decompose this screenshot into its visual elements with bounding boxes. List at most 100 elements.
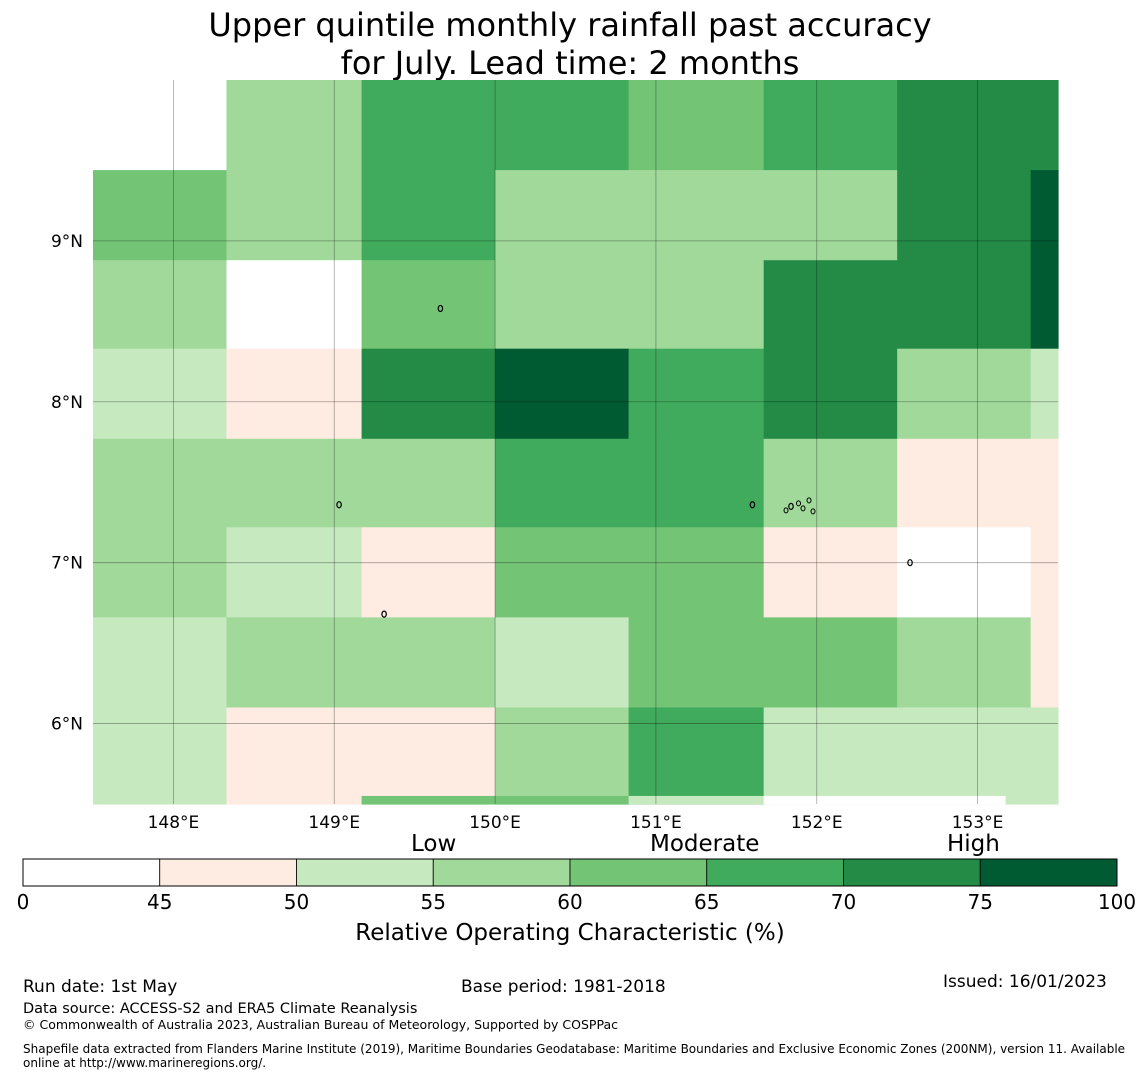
run-date: Run date: 1st May (23, 977, 178, 997)
base-period: Base period: 1981-2018 (461, 977, 666, 997)
colorbar-segment-0 (22, 858, 161, 887)
grid-cell-18 (1030, 260, 1059, 350)
lon-tick-label: 149°E (308, 813, 360, 833)
grid-cell-31 (93, 527, 228, 618)
colorbar-frame (22, 858, 1118, 887)
lat-tick-label: 9°N (51, 232, 83, 252)
grid-cell-26 (1030, 348, 1059, 440)
grid-cell-11 (897, 170, 1032, 261)
grid-cell-40 (495, 617, 630, 709)
colorbar-segment-5 (706, 858, 844, 887)
grid-cell-49 (361, 795, 630, 805)
islet (806, 497, 812, 504)
grid-cell-1 (226, 80, 363, 171)
graticule (93, 80, 1058, 804)
grid-cell-50 (628, 795, 765, 805)
grid-cell-19 (93, 348, 228, 440)
grid-cell-51 (763, 795, 1006, 805)
colorbar-segment-6 (843, 858, 981, 887)
colorbar-tick-label: 45 (147, 890, 172, 914)
lat-tick-label: 7°N (51, 554, 83, 574)
island-4 (788, 502, 794, 510)
grid-cell-24 (763, 348, 898, 440)
island-1 (437, 304, 444, 313)
grid-cell-44 (93, 707, 228, 805)
colorbar-segment-3 (432, 858, 571, 887)
lon-tick-label: 152°E (791, 813, 843, 833)
grid-cell-4 (628, 80, 765, 171)
colorbar-tick-label: 70 (831, 890, 856, 914)
grid-cell-25 (897, 348, 1032, 440)
grid-cell-13 (93, 260, 228, 350)
grid-cell-27 (93, 438, 496, 528)
islet (783, 507, 789, 514)
grid-cell-38 (93, 617, 228, 709)
grid-cell-41 (628, 617, 898, 709)
map-figure: 148°E 149°E 150°E 151°E 152°E 153°E 6°N 7°N 8°N 9… (17, 80, 1136, 914)
island-2 (336, 501, 342, 509)
grid-cell-8 (226, 170, 363, 261)
islet (800, 505, 806, 512)
colorbar-tick-label: 75 (968, 890, 993, 914)
grid-cell-12 (1030, 170, 1059, 261)
colorbar-tick-label: 50 (284, 890, 309, 914)
lon-tick-label: 148°E (148, 813, 200, 833)
grid-cell-23 (628, 348, 765, 440)
colorbar-tick-label: 60 (557, 890, 582, 914)
lon-tick-label: 153°E (952, 813, 1004, 833)
colorbar-tick-label: 100 (1098, 890, 1136, 914)
lon-tick-label: 150°E (469, 813, 521, 833)
grid-cell-37 (1030, 527, 1059, 618)
data-source: Data source: ACCESS-S2 and ERA5 Climate … (23, 1001, 418, 1017)
islet (810, 508, 816, 515)
grid-cell-32 (226, 527, 363, 618)
lat-tick-label: 6°N (51, 715, 83, 735)
island-5 (381, 610, 387, 618)
colorbar-tick-label: 65 (694, 890, 719, 914)
map-title-line-2: for July. Lead time: 2 months (340, 44, 800, 82)
grid-cell-47 (628, 707, 765, 805)
grid-cell-39 (226, 617, 496, 709)
grid-cell-9 (361, 170, 496, 261)
colorbar (22, 858, 1118, 887)
colorbar-segment-4 (569, 858, 708, 887)
grid-cell-36 (897, 527, 1032, 618)
category-low-label: Low (411, 831, 457, 857)
grid-cell-15 (361, 260, 496, 350)
grid-cell-46 (495, 707, 630, 805)
grid-cell-22 (495, 348, 630, 440)
grid-cell-45 (226, 707, 496, 805)
grid-cell-5 (763, 80, 898, 171)
grid-cell-21 (361, 348, 496, 440)
colorbar-segment-2 (296, 858, 434, 887)
colorbar-tick-label: 55 (421, 890, 446, 914)
grid-cell-43 (1030, 617, 1059, 709)
category-high-label: High (947, 831, 1000, 857)
colorbar-segment-7 (979, 858, 1118, 887)
grid-cell-30 (897, 438, 1059, 528)
grid-cell-16 (495, 260, 765, 350)
islet (796, 500, 802, 507)
grid-cell-33 (361, 527, 496, 618)
grid-cell-6 (897, 80, 1059, 171)
shapefile-attribution: Shapefile data extracted from Flanders M… (23, 1042, 1126, 1071)
roc-grid (93, 80, 1059, 805)
colorbar-label: Relative Operating Characteristic (%) (355, 920, 785, 946)
grid-cell-0 (93, 80, 228, 171)
grid-cell-17 (763, 260, 1032, 350)
issued-date: Issued: 16/01/2023 (943, 972, 1107, 992)
grid-cell-42 (897, 617, 1032, 709)
colorbar-tick-labels: 0 45 50 55 60 65 70 75 100 (17, 890, 1136, 914)
lat-tick-label: 8°N (51, 393, 83, 413)
island-outlines (336, 304, 913, 618)
copyright-notice: © Commonwealth of Australia 2023, Austra… (23, 1017, 618, 1032)
grid-cell-35 (763, 527, 898, 618)
grid-cell-10 (495, 170, 898, 261)
map-title-line-1: Upper quintile monthly rainfall past acc… (208, 6, 932, 44)
grid-cell-48 (763, 707, 1059, 805)
colorbar-tick-label: 0 (17, 890, 30, 914)
island-3 (749, 501, 756, 509)
island-6 (907, 559, 913, 567)
grid-cell-28 (495, 438, 765, 528)
grid-cell-14 (226, 260, 363, 350)
